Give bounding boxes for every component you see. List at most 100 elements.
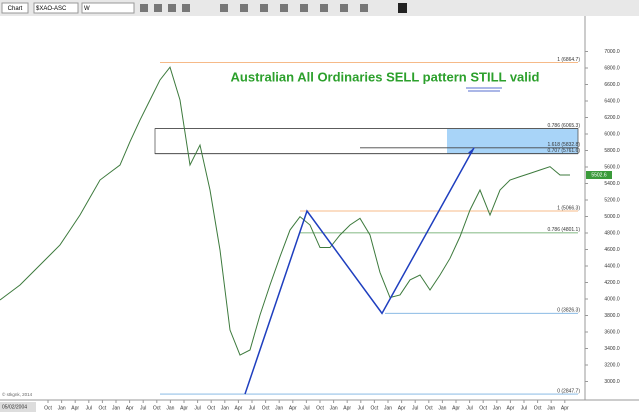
- icon[interactable]: [182, 4, 190, 12]
- x-tick-label: Jul: [249, 405, 255, 411]
- price-line: [0, 66, 570, 356]
- y-tick-label: 3800.0: [604, 313, 620, 319]
- x-tick-label: Jan: [330, 405, 338, 411]
- level-label: 1 (6864.7): [557, 57, 580, 63]
- x-tick-label: Apr: [71, 405, 79, 411]
- last-price-box: [586, 171, 612, 180]
- y-tick-label: 4600.0: [604, 247, 620, 253]
- x-tick-label: Apr: [180, 405, 188, 411]
- icon[interactable]: [300, 4, 308, 12]
- icon[interactable]: [220, 4, 228, 12]
- y-tick-label: 5000.0: [604, 214, 620, 220]
- y-tick-label: 3600.0: [604, 329, 620, 335]
- x-tick-label: Oct: [479, 405, 487, 411]
- x-tick-label: Jan: [58, 405, 66, 411]
- y-tick-label: 3000.0: [604, 379, 620, 385]
- level-label: 1 (5066.3): [557, 205, 580, 211]
- tab-label: Chart: [8, 6, 23, 12]
- date: 05/02/2004: [2, 404, 27, 410]
- x-tick-label: Oct: [44, 405, 52, 411]
- icon[interactable]: [154, 4, 162, 12]
- x-tick-label: Jul: [86, 405, 92, 411]
- icon[interactable]: [140, 4, 148, 12]
- arrow-head: [468, 147, 474, 154]
- icon[interactable]: [168, 4, 176, 12]
- x-tick-label: Apr: [235, 405, 243, 411]
- x-tick-label: Apr: [398, 405, 406, 411]
- level-label: 0.707 (5761.6): [547, 148, 580, 154]
- target-zone: [447, 128, 578, 154]
- level-label: 0 (2847.7): [557, 388, 580, 394]
- icon[interactable]: [340, 4, 348, 12]
- x-tick-label: Jul: [358, 405, 364, 411]
- level-label: 0.786 (6065.3): [547, 123, 580, 129]
- abcd-pattern: [244, 147, 475, 395]
- toolbar-icons: [140, 3, 407, 13]
- icon[interactable]: [260, 4, 268, 12]
- y-tick-label: 7000.0: [604, 49, 620, 55]
- x-tick-label: Jul: [466, 405, 472, 411]
- x-tick-label: Jan: [438, 405, 446, 411]
- x-tick-label: Oct: [534, 405, 542, 411]
- level-label: 0.786 (4801.1): [547, 227, 580, 233]
- x-tick-label: Jan: [275, 405, 283, 411]
- x-tick-label: Apr: [561, 405, 569, 411]
- y-tick-label: 6000.0: [604, 131, 620, 137]
- interval: W: [84, 6, 90, 12]
- x-tick-label: Oct: [207, 405, 215, 411]
- x-tick-label: Oct: [316, 405, 324, 411]
- x-tick-label: Jul: [140, 405, 146, 411]
- y-tick-label: 6400.0: [604, 98, 620, 104]
- y-tick-label: 4000.0: [604, 296, 620, 302]
- date-box: [0, 402, 36, 412]
- x-tick-label: Oct: [371, 405, 379, 411]
- symbol: $XAO-ASC: [36, 6, 67, 12]
- icon[interactable]: [320, 4, 328, 12]
- interval-input[interactable]: [81, 2, 135, 14]
- x-tick-label: Jan: [112, 405, 120, 411]
- level-label: 0 (3826.3): [557, 308, 580, 314]
- y-tick-label: 4400.0: [604, 263, 620, 269]
- icon[interactable]: [360, 4, 368, 12]
- y-tick-label: 5400.0: [604, 181, 620, 187]
- x-tick-label: Apr: [507, 405, 515, 411]
- x-tick-label: Jan: [221, 405, 229, 411]
- x-tick-label: Jul: [194, 405, 200, 411]
- x-tick-label: Apr: [289, 405, 297, 411]
- chart-title: Australian All Ordinaries SELL pattern S…: [231, 69, 540, 84]
- x-tick-label: Jan: [384, 405, 392, 411]
- x-tick-label: Apr: [126, 405, 134, 411]
- x-tick-label: Apr: [343, 405, 351, 411]
- x-tick-label: Oct: [99, 405, 107, 411]
- y-tick-label: 4800.0: [604, 230, 620, 236]
- x-tick-label: Apr: [452, 405, 460, 411]
- x-tick-label: Jul: [303, 405, 309, 411]
- x-tick-label: Oct: [153, 405, 161, 411]
- icon[interactable]: [398, 3, 407, 13]
- y-tick-label: 5200.0: [604, 197, 620, 203]
- x-tick-label: Oct: [425, 405, 433, 411]
- x-tick-label: Jan: [166, 405, 174, 411]
- y-tick-label: 5600.0: [604, 164, 620, 170]
- y-tick-label: 3400.0: [604, 346, 620, 352]
- tab[interactable]: [1, 2, 29, 14]
- copyright: © stkgnk, 2014: [2, 391, 33, 397]
- y-tick-label: 6200.0: [604, 115, 620, 121]
- last-price: 5502.6: [591, 172, 607, 178]
- x-tick-label: Oct: [262, 405, 270, 411]
- y-tick-label: 6800.0: [604, 65, 620, 71]
- y-tick-label: 3200.0: [604, 362, 620, 368]
- icon[interactable]: [240, 4, 248, 12]
- x-tick-label: Jul: [412, 405, 418, 411]
- icon[interactable]: [280, 4, 288, 12]
- x-tick-label: Jan: [547, 405, 555, 411]
- x-tick-label: Jan: [493, 405, 501, 411]
- y-tick-label: 4200.0: [604, 280, 620, 286]
- symbol-input[interactable]: [33, 2, 79, 14]
- y-tick-label: 5800.0: [604, 148, 620, 154]
- y-tick-label: 6600.0: [604, 82, 620, 88]
- x-tick-label: Jul: [521, 405, 527, 411]
- level-label: 1.618 (5832.8): [547, 142, 580, 148]
